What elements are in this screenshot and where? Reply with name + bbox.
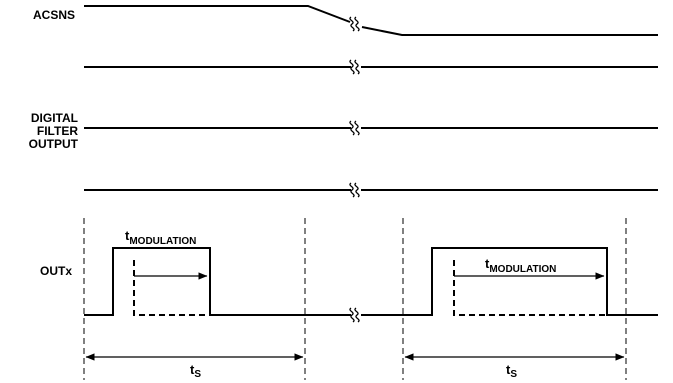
outx-dashed-pulse-2	[453, 260, 607, 316]
outx-dashed-pulse-1	[133, 260, 210, 316]
acsns-waveform	[84, 5, 351, 23]
t-modulation-2-sub: MODULATION	[489, 264, 556, 275]
break-mark-filter-output	[349, 120, 360, 136]
outx-waveform-after-break	[361, 247, 658, 316]
t-s-2-t: t	[506, 362, 511, 377]
break-mark-line-4	[349, 182, 360, 198]
t-s-2-sub: S	[510, 369, 517, 380]
break-mark-line-2	[349, 59, 360, 75]
digital-filter-output-line-2: FILTER	[37, 124, 78, 138]
t-modulation-label-2: tMODULATION	[485, 256, 556, 275]
t-modulation-label-1: tMODULATION	[125, 228, 196, 247]
break-mark-acsns	[349, 16, 360, 32]
break-mark-outx	[349, 307, 360, 323]
acsns-waveform-after-break	[361, 26, 658, 36]
outx-waveform	[84, 247, 351, 316]
outx-label: OUTx	[40, 264, 72, 278]
digital-filter-output-line-1: DIGITAL	[31, 111, 78, 125]
t-s-label-2: tS	[506, 362, 517, 380]
t-s-1-sub: S	[194, 369, 201, 380]
acsns-label: ACSNS	[33, 8, 75, 22]
period-markers	[83, 218, 627, 380]
t-modulation-1-sub: MODULATION	[129, 236, 196, 247]
t-s-label-1: tS	[190, 362, 201, 380]
digital-filter-output-line-3: OUTPUT	[29, 137, 79, 151]
t-modulation-2-t: t	[485, 256, 490, 271]
t-modulation-1-t: t	[125, 228, 130, 243]
digital-filter-output-label: DIGITAL FILTER OUTPUT	[29, 111, 79, 151]
t-s-1-t: t	[190, 362, 195, 377]
break-marks	[349, 16, 360, 323]
